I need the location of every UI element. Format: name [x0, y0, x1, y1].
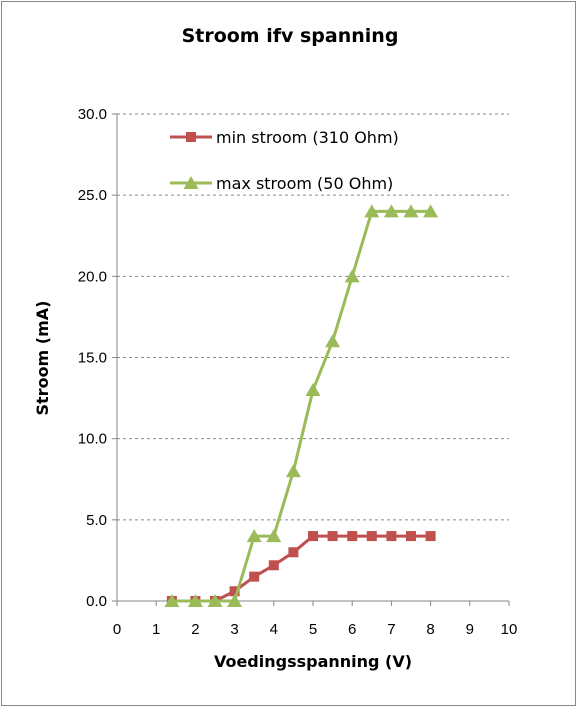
data-point [246, 529, 262, 543]
legend-marker [183, 176, 199, 189]
y-tick-label: 5.0 [86, 512, 107, 529]
y-tick-label: 20.0 [78, 268, 107, 285]
gridlines [112, 113, 509, 602]
y-tick-label: 25.0 [78, 187, 107, 204]
data-point [229, 586, 240, 597]
x-tick-labels: 0 1 2 3 4 5 6 7 8 9 10 [113, 621, 518, 638]
data-point [344, 269, 360, 283]
legend-marker [186, 132, 196, 142]
data-point [227, 594, 243, 607]
series-line [171, 209, 431, 603]
x-tick-label: 8 [426, 621, 434, 638]
y-tick-labels: 0.0 5.0 10.0 15.0 20.0 25.0 30.0 [78, 106, 107, 610]
series-line [171, 534, 431, 603]
data-point [308, 531, 318, 542]
y-tick-label: 30.0 [78, 106, 107, 123]
x-tick-label: 2 [191, 621, 199, 638]
legend-label: min stroom (310 Ohm) [216, 128, 399, 147]
data-point [187, 594, 203, 607]
legend-label: max stroom (50 Ohm) [216, 174, 393, 193]
data-point [266, 529, 282, 543]
data-point [164, 594, 180, 607]
series-layer [164, 204, 439, 607]
data-point [327, 531, 338, 542]
y-tick-label: 10.0 [78, 431, 107, 448]
x-tick-label: 1 [152, 621, 160, 638]
x-axis-title: Voedingsspanning (V) [214, 652, 412, 671]
data-point [386, 531, 397, 542]
x-tick-label: 9 [466, 621, 474, 638]
data-point [285, 464, 301, 478]
legend-item: min stroom (310 Ohm) [170, 128, 399, 147]
series-2 [164, 204, 439, 607]
data-point [347, 531, 358, 542]
data-point [403, 204, 419, 218]
data-point [325, 334, 341, 348]
x-tick-label: 7 [387, 621, 395, 638]
x-tick-label: 6 [348, 621, 356, 638]
y-tick-label: 15.0 [78, 350, 107, 367]
series-1 [166, 531, 436, 606]
data-point [305, 382, 321, 396]
y-axis-title: Stroom (mA) [33, 301, 52, 416]
data-point [423, 204, 439, 218]
data-point [383, 204, 399, 218]
x-tick-label: 3 [230, 621, 238, 638]
legend-item: max stroom (50 Ohm) [170, 174, 393, 193]
data-point [288, 547, 299, 558]
data-point [207, 594, 223, 607]
y-tick-label: 0.0 [86, 593, 107, 610]
x-tick-label: 0 [113, 621, 121, 638]
x-tick-label: 4 [270, 621, 278, 638]
data-point [364, 204, 380, 218]
data-point [366, 531, 377, 542]
x-tick-label: 10 [501, 621, 518, 638]
data-point [268, 560, 279, 571]
data-point [249, 571, 260, 582]
x-tick-label: 5 [309, 621, 317, 638]
data-point [425, 531, 436, 542]
legend: min stroom (310 Ohm) max stroom (50 Ohm) [170, 128, 399, 193]
chart-title: Stroom ifv spanning [182, 25, 399, 47]
data-point [406, 531, 416, 542]
